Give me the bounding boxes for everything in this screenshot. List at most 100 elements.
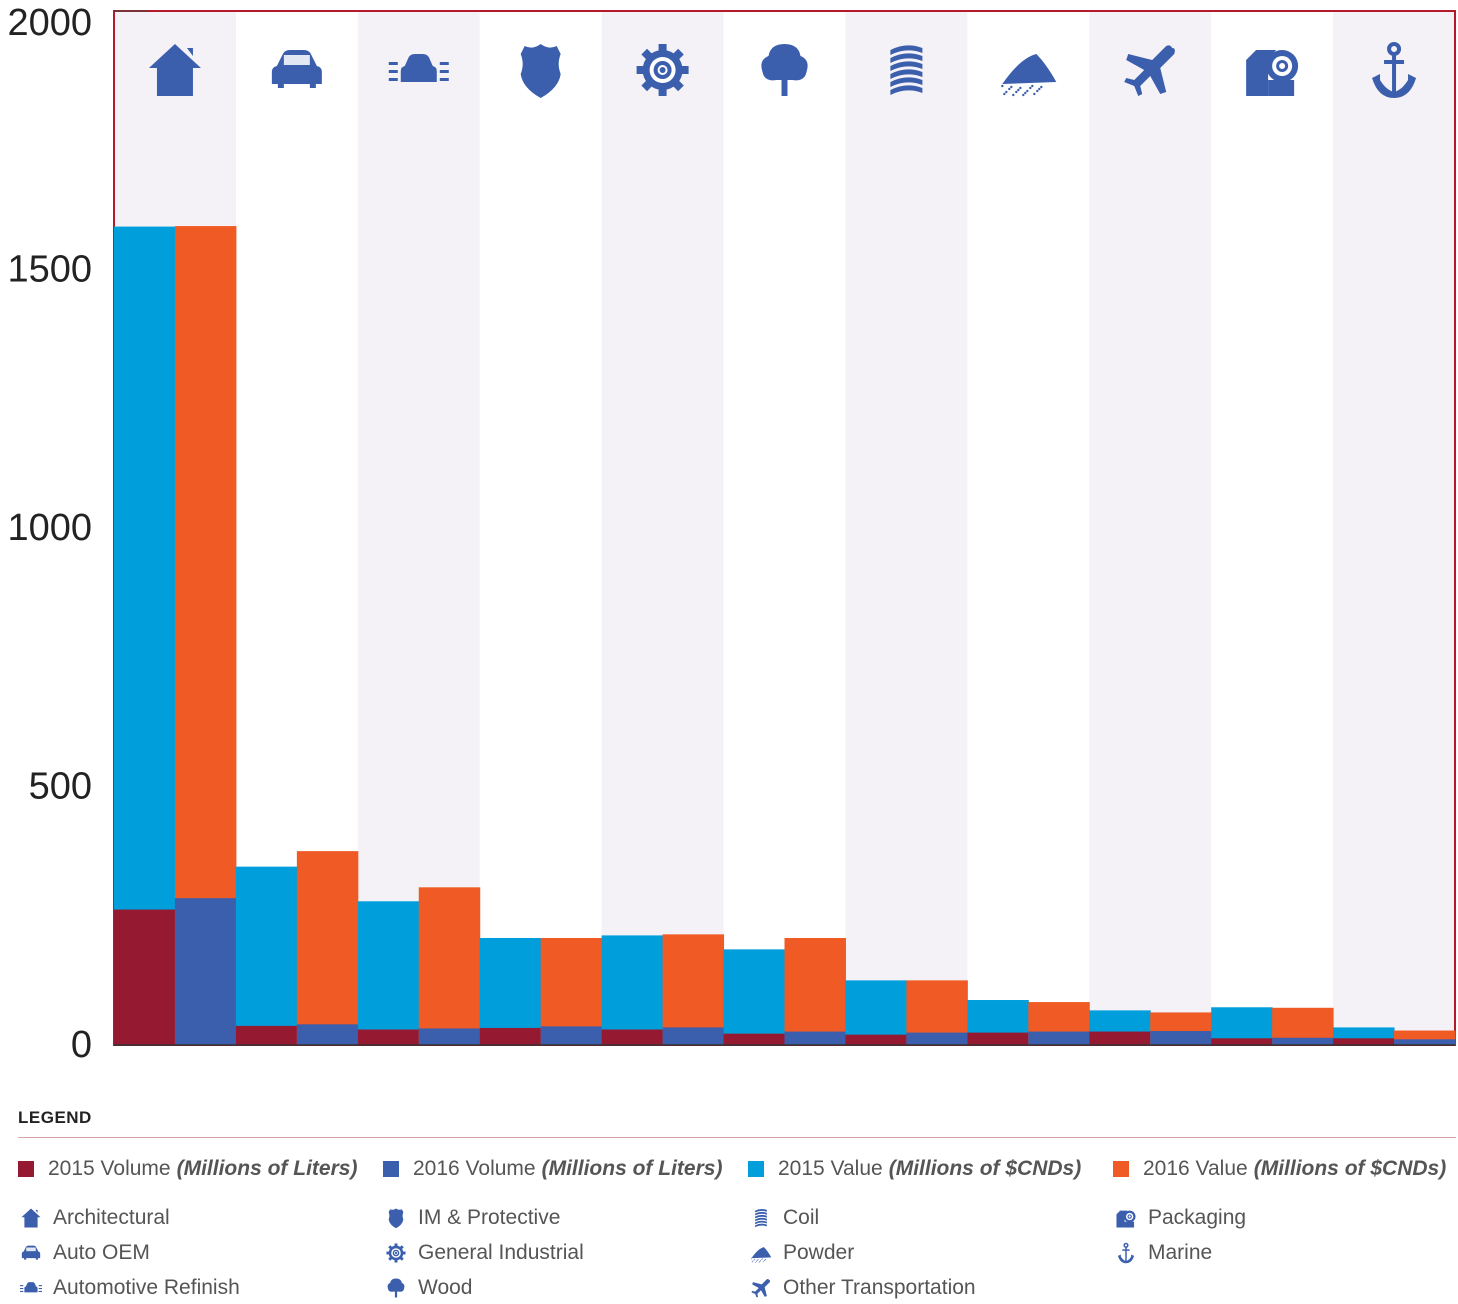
swatch-2016-volume [383,1161,399,1177]
bar-2016-volume [296,1024,359,1045]
bar-2015-value [357,901,420,1045]
legend-category-label: Powder [783,1241,855,1264]
gear-icon [386,1243,406,1263]
bar-2015-value [479,937,542,1045]
bar-2016-value [662,934,725,1045]
y-tick-label: 500 [29,766,92,808]
legend: LEGEND 2015 Volume (Millions of Liters) … [18,1108,1458,1299]
legend-category-item: Architectural [18,1206,170,1230]
legend-category-item: General Industrial [383,1241,584,1265]
gear-icon [636,44,689,96]
powder-icon [1001,54,1057,97]
bar-2015-volume [601,1029,664,1045]
house-icon [21,1208,41,1228]
bar-2016-volume [1272,1037,1334,1045]
legend-divider [18,1137,1456,1138]
legend-category-label: Other Transportation [783,1276,976,1299]
legend-series-2016-value: 2016 Value (Millions of $CNDs) [1113,1157,1446,1181]
bar-2015-value [845,980,907,1045]
bar-2015-volume [357,1029,420,1045]
bar-2016-volume [1028,1031,1090,1045]
anchor-icon [1372,42,1417,98]
anchor-icon [1117,1242,1135,1264]
legend-series-2016-volume: 2016 Volume (Millions of Liters) [383,1157,722,1181]
legend-category-item: IM & Protective [383,1206,560,1230]
bar-2015-volume [723,1033,785,1045]
bar-2015-volume [1089,1031,1151,1045]
coil-icon [890,45,923,95]
bar-2015-volume [114,909,176,1045]
y-tick-label: 0 [71,1024,92,1066]
bars [114,226,1456,1046]
bar-2015-volume [1211,1038,1273,1045]
shield-icon [388,1208,404,1229]
category-band [357,11,480,1045]
legend-series-2015-volume: 2015 Volume (Millions of Liters) [18,1157,357,1181]
legend-series-unit: (Millions of $CNDs) [888,1157,1082,1180]
y-tick-label: 1000 [7,507,92,549]
legend-category-label: Wood [418,1276,473,1299]
legend-category-item: Auto OEM [18,1241,150,1265]
swatch-2016-value [1113,1161,1129,1177]
legend-category-item: Coil [748,1206,819,1230]
bar-2015-value [723,949,785,1045]
legend-series-label: 2015 Value [778,1157,883,1180]
car-icon [21,1245,41,1260]
bar-2016-volume [1150,1031,1212,1045]
legend-series-row: 2015 Volume (Millions of Liters) 2016 Vo… [18,1157,1458,1187]
legend-series-2015-value: 2015 Value (Millions of $CNDs) [748,1157,1081,1181]
airplane-icon [751,1278,771,1298]
legend-series-label: 2015 Volume [48,1157,171,1180]
legend-category-item: Marine [1113,1241,1212,1265]
legend-series-unit: (Millions of Liters) [541,1157,723,1180]
legend-category-label: Marine [1148,1241,1213,1264]
bar-2015-volume [845,1034,907,1045]
bar-2016-volume [540,1026,603,1045]
car-icon [271,50,322,88]
legend-category-label: IM & Protective [418,1206,561,1229]
package-gear-icon [1246,50,1299,96]
legend-series-unit: (Millions of Liters) [176,1157,358,1180]
legend-category-item: Powder [748,1241,854,1265]
airplane-icon [1124,45,1175,96]
category-band [1089,11,1212,1045]
package-gear-icon [1116,1210,1136,1228]
category-bands [114,11,1455,1045]
legend-category-item: Automotive Refinish [18,1276,240,1300]
bar-2015-volume [1333,1038,1395,1045]
bar-2016-volume [174,898,237,1045]
tree-icon [387,1278,405,1298]
legend-title: LEGEND [18,1108,92,1127]
bar-2015-value [114,226,176,1046]
bar-2016-value [296,851,359,1045]
legend-category-item: Other Transportation [748,1276,976,1300]
bar-2015-value [601,935,664,1045]
chart: 0 500 1000 1500 2000 [7,2,1456,1066]
legend-category-label: Auto OEM [53,1241,150,1264]
bar-2016-volume [784,1031,846,1045]
legend-category-label: General Industrial [418,1241,584,1264]
legend-category-item: Packaging [1113,1206,1246,1230]
legend-series-label: 2016 Value [1143,1157,1248,1180]
y-tick-label: 2000 [7,2,92,44]
category-band [601,11,724,1045]
bar-2015-value [235,866,298,1045]
legend-category-label: Automotive Refinish [53,1276,240,1299]
legend-category-label: Packaging [1148,1206,1247,1229]
bar-2015-volume [479,1027,542,1045]
legend-series-label: 2016 Volume [413,1157,536,1180]
y-tick-label: 1500 [7,249,92,291]
swatch-2015-value [748,1161,764,1177]
bar-2016-volume [1394,1039,1456,1045]
bar-2016-volume [906,1032,968,1045]
bar-2015-volume [235,1025,298,1045]
shield-icon [520,44,561,98]
tree-icon [761,44,808,96]
powder-icon [751,1247,772,1263]
bar-2016-volume [662,1027,725,1045]
swatch-2015-volume [18,1161,34,1177]
legend-category-label: Architectural [53,1206,170,1229]
legend-category-item: Wood [383,1276,472,1300]
bar-2015-volume [967,1032,1029,1045]
bar-2016-value [784,937,846,1045]
